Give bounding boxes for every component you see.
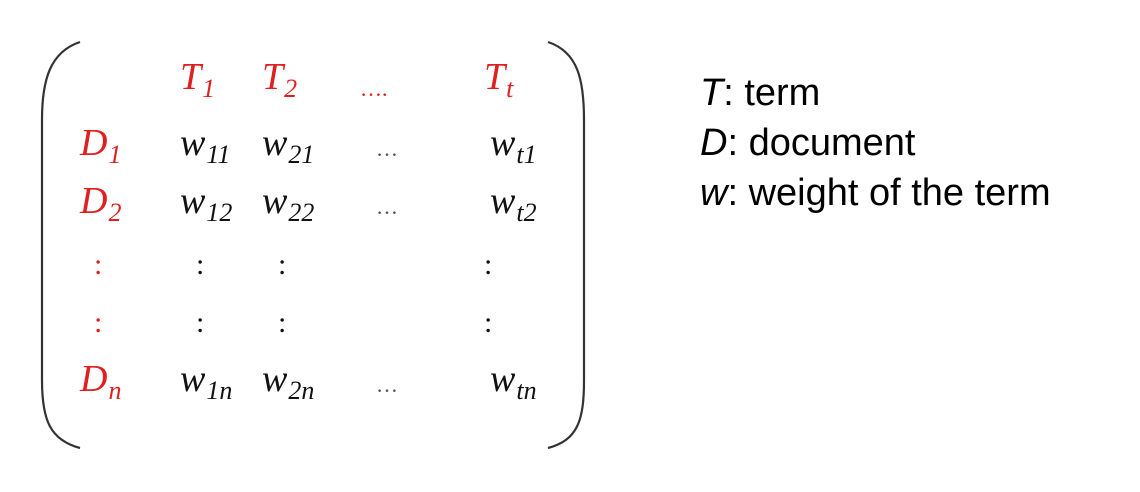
cell-w22: w22	[262, 180, 314, 226]
cell-w2n-subscript: 2n	[288, 376, 315, 405]
cell-w11-letter: w	[180, 122, 206, 164]
legend-item-term: T: term	[700, 68, 1051, 118]
column-header-tt-letter: T	[484, 56, 506, 98]
cell-ellipsis: …	[376, 136, 398, 161]
row-header-vdots: :	[94, 248, 103, 281]
cell-wt2: wt2	[490, 180, 537, 226]
legend-symbol: D	[700, 122, 728, 164]
cell-ellipsis: …	[376, 194, 398, 219]
row-header-dn: Dn	[80, 358, 121, 404]
column-header-t2-letter: T	[262, 56, 284, 98]
cell-w1n: w1n	[180, 358, 232, 404]
cell-vdots: :	[278, 306, 287, 339]
row-header-d1-letter: D	[80, 122, 108, 164]
cell-w22-subscript: 22	[288, 198, 315, 227]
cell-w1n-letter: w	[180, 358, 206, 400]
row-header-d2-subscript: 2	[108, 198, 122, 227]
cell-wtn: wtn	[490, 358, 537, 404]
cell-wt1: wt1	[490, 122, 537, 168]
cell-w21-subscript: 21	[288, 140, 315, 169]
column-header-ellipsis: ….	[360, 76, 388, 101]
row-header-d1: D1	[80, 122, 121, 168]
cell-wt1-letter: w	[490, 122, 516, 164]
cell-wt2-subscript: t2	[516, 198, 537, 227]
row-header-vdots: :	[94, 306, 103, 339]
row-header-dn-subscript: n	[108, 376, 122, 405]
legend: T: term D: document w: weight of the ter…	[700, 68, 1051, 218]
cell-w11: w11	[180, 122, 230, 168]
legend-text: : weight of the term	[727, 172, 1051, 214]
cell-wtn-subscript: tn	[516, 376, 537, 405]
column-header-t1-letter: T	[180, 56, 202, 98]
legend-symbol: w	[700, 172, 728, 214]
legend-item-weight: w: weight of the term	[700, 168, 1051, 218]
column-header-t2-subscript: 2	[284, 74, 298, 103]
row-header-d2-letter: D	[80, 180, 108, 222]
cell-vdots: :	[196, 248, 205, 281]
column-header-t1: T1	[180, 56, 215, 102]
row-header-d1-subscript: 1	[108, 140, 122, 169]
cell-w21-letter: w	[262, 122, 288, 164]
legend-item-document: D: document	[700, 118, 1051, 168]
cell-wt2-letter: w	[490, 180, 516, 222]
column-header-t1-subscript: 1	[202, 74, 216, 103]
cell-vdots: :	[278, 248, 287, 281]
cell-w12-letter: w	[180, 180, 206, 222]
cell-w2n: w2n	[262, 358, 314, 404]
column-header-tt-subscript: t	[506, 74, 514, 103]
cell-w1n-subscript: 1n	[206, 376, 233, 405]
cell-w22-letter: w	[262, 180, 288, 222]
cell-w11-subscript: 11	[206, 140, 231, 169]
legend-symbol: T	[700, 72, 724, 114]
cell-ellipsis: …	[376, 372, 398, 397]
cell-w2n-letter: w	[262, 358, 288, 400]
cell-w12: w12	[180, 180, 232, 226]
row-header-d2: D2	[80, 180, 121, 226]
cell-wtn-letter: w	[490, 358, 516, 400]
legend-text: : document	[727, 122, 916, 164]
cell-w21: w21	[262, 122, 314, 168]
column-header-tt: Tt	[484, 56, 513, 102]
left-bracket	[40, 40, 81, 450]
cell-vdots: :	[484, 306, 493, 339]
cell-wt1-subscript: t1	[516, 140, 537, 169]
right-bracket	[547, 40, 586, 450]
legend-text: : term	[723, 72, 821, 114]
cell-vdots: :	[196, 306, 205, 339]
cell-w12-subscript: 12	[206, 198, 233, 227]
column-header-t2: T2	[262, 56, 297, 102]
row-header-dn-letter: D	[80, 358, 108, 400]
cell-vdots: :	[484, 248, 493, 281]
